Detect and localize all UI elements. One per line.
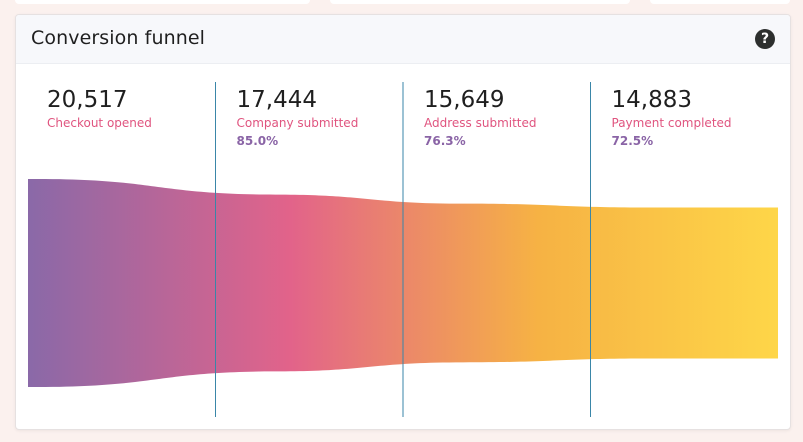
- stage-label: Payment completed: [611, 116, 732, 130]
- stage-count: 20,517: [47, 87, 128, 113]
- stage-label: Company submitted: [236, 116, 359, 130]
- stage-count: 15,649: [424, 87, 505, 113]
- conversion-funnel-card: Conversion funnel ? 20,517 Checkout opene…: [15, 14, 791, 430]
- question-mark-icon[interactable]: ?: [755, 29, 775, 49]
- stage-stats-3: 15,649 Address submitted 76.3%: [424, 87, 537, 148]
- card-header: Conversion funnel ?: [16, 15, 790, 64]
- stage-conversion-rate: 76.3%: [424, 134, 466, 148]
- stage-conversion-rate: 72.5%: [611, 134, 654, 148]
- stage-label: Address submitted: [424, 116, 537, 130]
- stage-conversion-rate: 85.0%: [236, 134, 279, 148]
- background-card-top-left: [15, 0, 310, 4]
- stage-stats-2: 17,444 Company submitted 85.0%: [237, 87, 359, 148]
- stage-stats-1: 20,517 Checkout opened: [47, 87, 152, 130]
- background-card-top-middle: [330, 0, 630, 4]
- funnel-chart: [28, 82, 778, 417]
- stage-count: 17,444: [236, 87, 317, 113]
- background-card-top-right: [650, 0, 790, 4]
- stage-label: Checkout opened: [47, 116, 152, 130]
- stage-count: 14,883: [611, 87, 692, 113]
- stage-stats-4: 14,883 Payment completed 72.5%: [612, 87, 732, 148]
- card-title: Conversion funnel: [31, 27, 206, 49]
